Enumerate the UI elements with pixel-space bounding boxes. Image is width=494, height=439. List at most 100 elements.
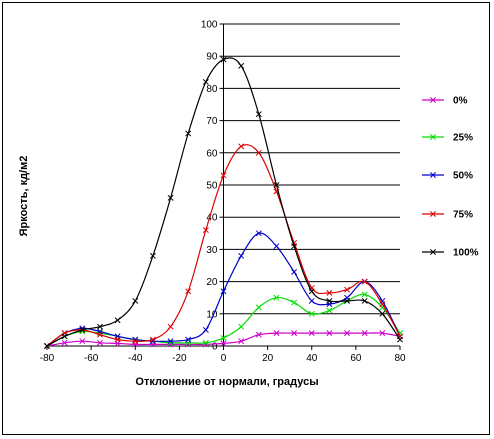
legend-entry: 25% <box>422 133 473 144</box>
data-point <box>308 288 315 295</box>
data-point <box>167 323 174 330</box>
legend-entry: 75% <box>422 210 473 221</box>
data-point <box>238 338 245 345</box>
series-lines <box>44 56 403 349</box>
legend: 0% 25% 50% 75% 100% <box>422 96 479 259</box>
data-point <box>96 331 103 338</box>
data-point <box>202 326 209 333</box>
legend-marker <box>430 249 436 255</box>
legend-entry: 0% <box>422 96 468 107</box>
data-point <box>238 62 245 69</box>
data-point <box>255 331 262 338</box>
data-point <box>326 289 333 296</box>
data-point <box>273 330 280 337</box>
data-point <box>167 338 174 345</box>
data-point <box>79 338 86 345</box>
data-point <box>361 291 368 298</box>
series-4 <box>44 56 403 349</box>
data-point <box>326 330 333 337</box>
data-point <box>361 297 368 304</box>
data-point <box>308 310 315 317</box>
chart-frame: -80 -60 -40 -20 0 20 40 60 80 0 10 20 30 40 50 60 70 80 90… <box>2 2 490 435</box>
data-point <box>344 286 351 293</box>
data-point <box>273 182 280 188</box>
data-point <box>149 252 156 259</box>
data-point <box>255 149 262 156</box>
legend-marker <box>430 211 436 217</box>
gridlines <box>223 23 400 315</box>
data-point <box>273 294 280 301</box>
data-point <box>44 343 50 349</box>
data-point <box>185 288 192 295</box>
x-tick-label: 60 <box>350 353 362 364</box>
data-point <box>79 326 86 333</box>
data-point <box>220 334 227 341</box>
data-point <box>149 336 156 343</box>
legend-entry: 50% <box>422 171 473 182</box>
x-tick-label: -40 <box>128 353 143 364</box>
x-tick-label: 0 <box>221 353 227 364</box>
x-tick-label: 80 <box>394 353 406 364</box>
y-tick-label: 90 <box>206 52 218 63</box>
data-point <box>273 243 280 250</box>
y-tick-label: 100 <box>201 20 218 31</box>
data-point <box>132 338 139 345</box>
data-point <box>167 194 174 201</box>
data-point <box>291 299 298 306</box>
data-point <box>185 336 192 343</box>
legend-label: 25% <box>453 133 473 144</box>
data-point <box>255 230 262 237</box>
data-point <box>61 339 68 346</box>
data-point <box>308 330 315 337</box>
data-point <box>96 339 103 346</box>
data-point <box>326 307 333 314</box>
legend-label: 50% <box>453 171 473 182</box>
data-point <box>291 330 298 337</box>
data-point <box>326 297 333 304</box>
y-tick-label: 50 <box>206 181 218 192</box>
y-tick-label: 80 <box>206 84 218 95</box>
data-point <box>397 336 403 343</box>
data-point <box>344 297 351 304</box>
y-tick-label: 30 <box>206 245 218 256</box>
data-point <box>379 310 386 317</box>
data-point <box>291 268 298 275</box>
x-axis-label: Отклонение от нормали, градусы <box>135 376 318 388</box>
legend-label: 75% <box>453 210 473 221</box>
legend-label: 0% <box>453 96 468 107</box>
data-point <box>379 330 386 337</box>
data-point <box>220 172 227 179</box>
legend-marker <box>430 172 436 178</box>
legend-entry: 100% <box>422 248 479 259</box>
legend-marker <box>430 134 436 140</box>
y-tick-label: 0 <box>212 342 218 353</box>
data-point <box>114 336 121 343</box>
data-point <box>255 111 262 118</box>
legend-label: 100% <box>453 248 479 259</box>
y-tick-label: 60 <box>206 148 218 159</box>
data-point <box>220 56 227 63</box>
data-point <box>202 339 209 346</box>
data-point <box>238 252 245 259</box>
data-point <box>361 330 368 337</box>
y-tick-label: 70 <box>206 116 218 127</box>
data-point <box>202 79 209 85</box>
data-point <box>255 304 262 311</box>
data-point <box>220 340 227 347</box>
y-tick-label: 10 <box>206 309 218 320</box>
line-chart: -80 -60 -40 -20 0 20 40 60 80 0 10 20 30 40 50 60 70 80 90… <box>18 20 479 389</box>
y-axis-label: Яркость, кд/м2 <box>18 156 30 237</box>
data-point <box>308 297 315 304</box>
y-tick-label: 40 <box>206 213 218 224</box>
data-point <box>202 227 209 234</box>
data-point <box>291 243 298 250</box>
y-tick-label: 20 <box>206 277 218 288</box>
data-point <box>114 317 121 324</box>
data-point <box>238 323 245 330</box>
x-tick-label: -20 <box>172 353 187 364</box>
data-point <box>220 288 227 295</box>
data-point <box>379 301 386 308</box>
data-point <box>185 130 192 137</box>
x-tick-label: -80 <box>40 353 55 364</box>
x-tick-label: 40 <box>306 353 318 364</box>
